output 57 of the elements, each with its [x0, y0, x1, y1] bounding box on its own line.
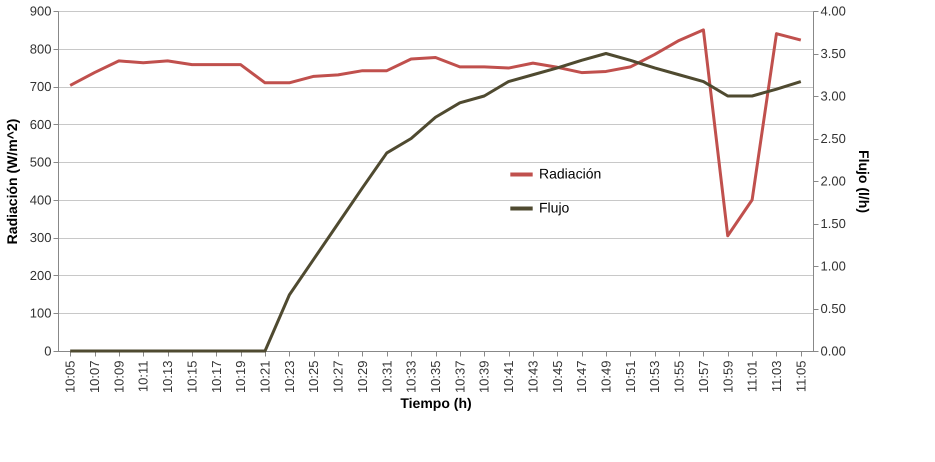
x-tick-label: 11:03: [768, 360, 784, 392]
y2-tick-label: 3.00: [820, 88, 846, 104]
y2-tick-label: 0.00: [820, 344, 846, 358]
x-tick-label: 10:09: [111, 360, 126, 394]
x-tick-label: 10:27: [330, 360, 346, 394]
x-tick-label: 10:55: [672, 360, 687, 394]
x-tick-label: 10:33: [404, 360, 419, 394]
y-tick-label: 700: [30, 79, 52, 94]
x-tick-label: 10:21: [258, 360, 273, 394]
y-tick-label: 800: [30, 41, 52, 56]
x-tick-label: 10:25: [306, 360, 322, 394]
x-tick-label: 10:59: [720, 360, 736, 394]
x-tick-label: 10:31: [379, 360, 394, 394]
x-tick-label: 10:45: [550, 360, 565, 394]
y2-tick-label: 0.50: [820, 301, 846, 316]
y2-tick-label: 1.50: [820, 216, 846, 231]
legend-label: Flujo: [539, 200, 570, 216]
y-axis-title: Radiación (W/m^2): [4, 118, 20, 244]
y2-tick-label: 3.50: [820, 46, 846, 61]
line-series: [68, 28, 802, 238]
x-tick-label: 10:07: [87, 360, 102, 394]
legend-label: Radiación: [539, 166, 602, 182]
x-tick-label: 10:53: [647, 360, 662, 394]
y-tick-label: 100: [30, 306, 52, 321]
x-tick-label: 11:01: [744, 360, 760, 392]
y-tick-label: 500: [30, 154, 52, 170]
x-tick-label: 10:41: [501, 360, 516, 394]
x-tick-label: 11:05: [793, 360, 808, 392]
x-tick-label: 10:43: [525, 360, 540, 394]
x-tick-label: 10:19: [233, 360, 248, 394]
x-tick-label: 10:49: [598, 360, 614, 394]
y2-axis-title: Flujo (l/h): [856, 150, 872, 213]
line-series: [68, 52, 802, 352]
x-tick-label: 10:29: [354, 360, 370, 394]
y2-tick-label: 4.00: [820, 4, 846, 18]
x-tick-label: 10:51: [622, 360, 638, 394]
y-tick-label: 400: [30, 192, 52, 208]
y-tick-label: 200: [30, 268, 52, 283]
x-tick-label: 10:11: [136, 360, 151, 392]
x-tick-label: 10:13: [160, 360, 176, 394]
x-tick-label: 10:37: [452, 360, 468, 394]
x-tick-label: 10:57: [696, 360, 711, 394]
x-tick-label: 10:35: [428, 360, 443, 394]
x-tick-label: 10:23: [282, 360, 297, 394]
y2-tick-label: 1.00: [820, 258, 846, 274]
x-tick-label: 10:39: [476, 360, 492, 394]
y-tick-label: 0: [44, 344, 52, 358]
x-tick-label: 10:17: [208, 360, 224, 394]
y-tick-label: 900: [30, 4, 52, 18]
y-tick-label: 600: [30, 116, 52, 132]
x-tick-label: 10:15: [184, 360, 200, 394]
x-tick-label: 10:05: [62, 360, 78, 394]
y-tick-label: 300: [30, 230, 52, 246]
x-tick-label: 10:47: [574, 360, 590, 394]
y2-tick-label: 2.50: [820, 131, 846, 146]
x-axis-title: Tiempo (h): [400, 395, 472, 412]
y2-tick-label: 2.00: [820, 174, 846, 188]
